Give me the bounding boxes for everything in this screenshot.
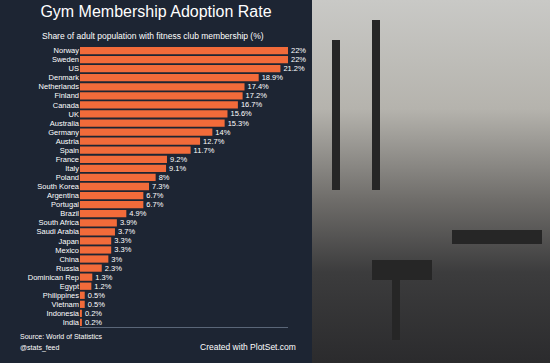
svg-text:South Korea: South Korea — [37, 182, 80, 191]
svg-text:1.2%: 1.2% — [94, 282, 111, 291]
svg-text:Poland: Poland — [56, 173, 79, 182]
svg-text:12.7%: 12.7% — [203, 137, 225, 146]
svg-text:Brazil: Brazil — [60, 209, 79, 218]
svg-text:4.9%: 4.9% — [129, 209, 146, 218]
svg-text:Finland: Finland — [54, 91, 79, 100]
svg-text:7.3%: 7.3% — [152, 182, 169, 191]
svg-text:Canada: Canada — [53, 101, 80, 110]
svg-text:0.5%: 0.5% — [88, 291, 105, 300]
svg-text:Portugal: Portugal — [51, 200, 79, 209]
svg-text:UK: UK — [69, 110, 79, 119]
svg-text:14%: 14% — [215, 128, 230, 137]
svg-text:Italy: Italy — [65, 164, 79, 173]
svg-text:21.2%: 21.2% — [283, 64, 305, 73]
svg-text:8%: 8% — [159, 173, 170, 182]
svg-text:22%: 22% — [291, 55, 306, 64]
svg-text:Australia: Australia — [50, 119, 80, 128]
svg-text:US: US — [69, 64, 79, 73]
svg-text:Spain: Spain — [60, 146, 79, 155]
svg-text:Netherlands: Netherlands — [39, 82, 80, 91]
svg-text:Philippines: Philippines — [43, 291, 80, 300]
svg-text:South Africa: South Africa — [39, 218, 80, 227]
svg-text:Source: World of Statistics: Source: World of Statistics — [20, 333, 102, 340]
svg-text:Russia: Russia — [56, 264, 80, 273]
svg-text:Created with PlotSet.com: Created with PlotSet.com — [200, 342, 296, 352]
svg-text:Saudi Arabia: Saudi Arabia — [36, 227, 79, 236]
svg-text:Sweden: Sweden — [52, 55, 79, 64]
svg-text:3%: 3% — [111, 255, 122, 264]
svg-text:17.2%: 17.2% — [246, 91, 268, 100]
svg-text:9.2%: 9.2% — [170, 155, 187, 164]
svg-text:Gym Membership Adoption Rate: Gym Membership Adoption Rate — [40, 3, 271, 20]
svg-text:France: France — [56, 155, 79, 164]
svg-text:0.2%: 0.2% — [85, 318, 102, 327]
svg-text:Indonesia: Indonesia — [46, 309, 79, 318]
svg-text:China: China — [59, 255, 79, 264]
svg-text:Norway: Norway — [54, 46, 80, 55]
svg-text:15.3%: 15.3% — [228, 119, 250, 128]
svg-text:18.9%: 18.9% — [262, 73, 284, 82]
svg-text:Vietnam: Vietnam — [52, 300, 79, 309]
svg-text:9.1%: 9.1% — [169, 164, 186, 173]
svg-text:Share of adult population with: Share of adult population with fitness c… — [42, 31, 264, 41]
svg-text:Denmark: Denmark — [49, 73, 80, 82]
svg-text:3.3%: 3.3% — [114, 236, 131, 245]
svg-text:3.7%: 3.7% — [118, 227, 135, 236]
svg-text:Mexico: Mexico — [55, 246, 79, 255]
svg-text:Egypt: Egypt — [60, 282, 80, 291]
svg-text:Argentina: Argentina — [47, 191, 80, 200]
svg-text:15.6%: 15.6% — [230, 109, 252, 118]
svg-text:0.2%: 0.2% — [85, 309, 102, 318]
svg-text:3.3%: 3.3% — [114, 245, 131, 254]
svg-text:India: India — [63, 318, 80, 327]
svg-text:1.3%: 1.3% — [95, 273, 112, 282]
svg-text:0.5%: 0.5% — [88, 300, 105, 309]
svg-text:Germany: Germany — [48, 128, 79, 137]
svg-text:11.7%: 11.7% — [194, 146, 215, 155]
svg-text:6.7%: 6.7% — [146, 200, 163, 209]
svg-text:22%: 22% — [291, 46, 306, 55]
svg-text:Dominican Rep: Dominican Rep — [28, 273, 79, 282]
svg-text:@stats_feed: @stats_feed — [20, 344, 60, 352]
svg-text:6.7%: 6.7% — [146, 191, 163, 200]
svg-text:2.3%: 2.3% — [105, 264, 122, 273]
svg-text:Japan: Japan — [59, 237, 79, 246]
svg-text:16.7%: 16.7% — [241, 100, 263, 109]
svg-text:3.9%: 3.9% — [120, 218, 137, 227]
svg-text:17.4%: 17.4% — [248, 82, 270, 91]
svg-text:Austria: Austria — [56, 137, 80, 146]
